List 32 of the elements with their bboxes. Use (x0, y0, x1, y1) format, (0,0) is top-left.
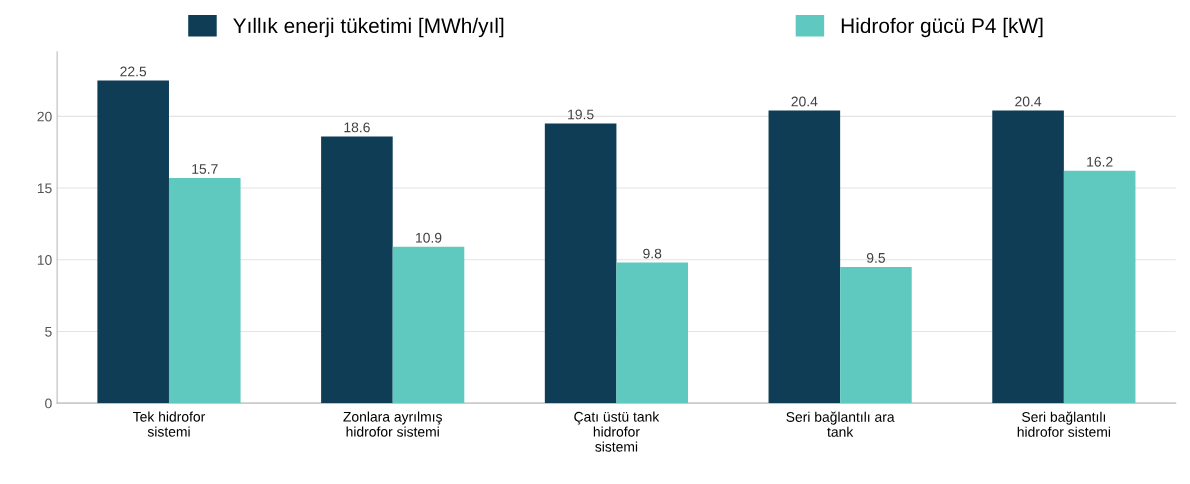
y-tick-label: 5 (45, 326, 52, 337)
x-tick-label: Tek hidrofor sistemi (133, 411, 206, 437)
y-tick-label: 15 (37, 183, 52, 194)
legend-label: Yıllık enerji tüketimi [MWh/yıl] (233, 17, 504, 38)
data-label: 15.7 (192, 164, 218, 174)
bar (992, 110, 1064, 404)
x-tick-label: Seri bağlantılı ara tank (786, 411, 895, 437)
bar (392, 246, 465, 404)
x-tick-label: Seri bağlantılı hidrofor sistemi (1017, 411, 1111, 437)
bar (168, 178, 241, 404)
bar (97, 80, 169, 404)
data-label: 9.5 (866, 252, 886, 263)
bar (321, 136, 393, 404)
y-tick-label: 0 (45, 398, 52, 409)
y-tick-label: 10 (37, 255, 52, 265)
data-label: 22.5 (120, 66, 147, 77)
data-label: 20.4 (1015, 96, 1042, 107)
bar (544, 123, 617, 404)
x-tick-label: Çatı üstü tank hidrofor sistemi (574, 411, 660, 452)
data-label: 20.4 (791, 96, 818, 107)
bar (1063, 170, 1136, 404)
data-label: 9.8 (643, 248, 662, 259)
bar (616, 262, 689, 404)
data-label: 10.9 (416, 232, 442, 243)
bar (768, 110, 841, 404)
data-label: 16.2 (1087, 156, 1113, 167)
legend-label: Hidrofor gücü P4 [kW] (841, 17, 1043, 38)
bar (840, 266, 912, 404)
data-label: 19.5 (568, 109, 594, 120)
x-tick-label: Zonlara ayrılmış hidrofor sistemi (343, 411, 442, 437)
data-label: 18.6 (344, 122, 370, 133)
y-tick-label: 20 (37, 111, 52, 122)
